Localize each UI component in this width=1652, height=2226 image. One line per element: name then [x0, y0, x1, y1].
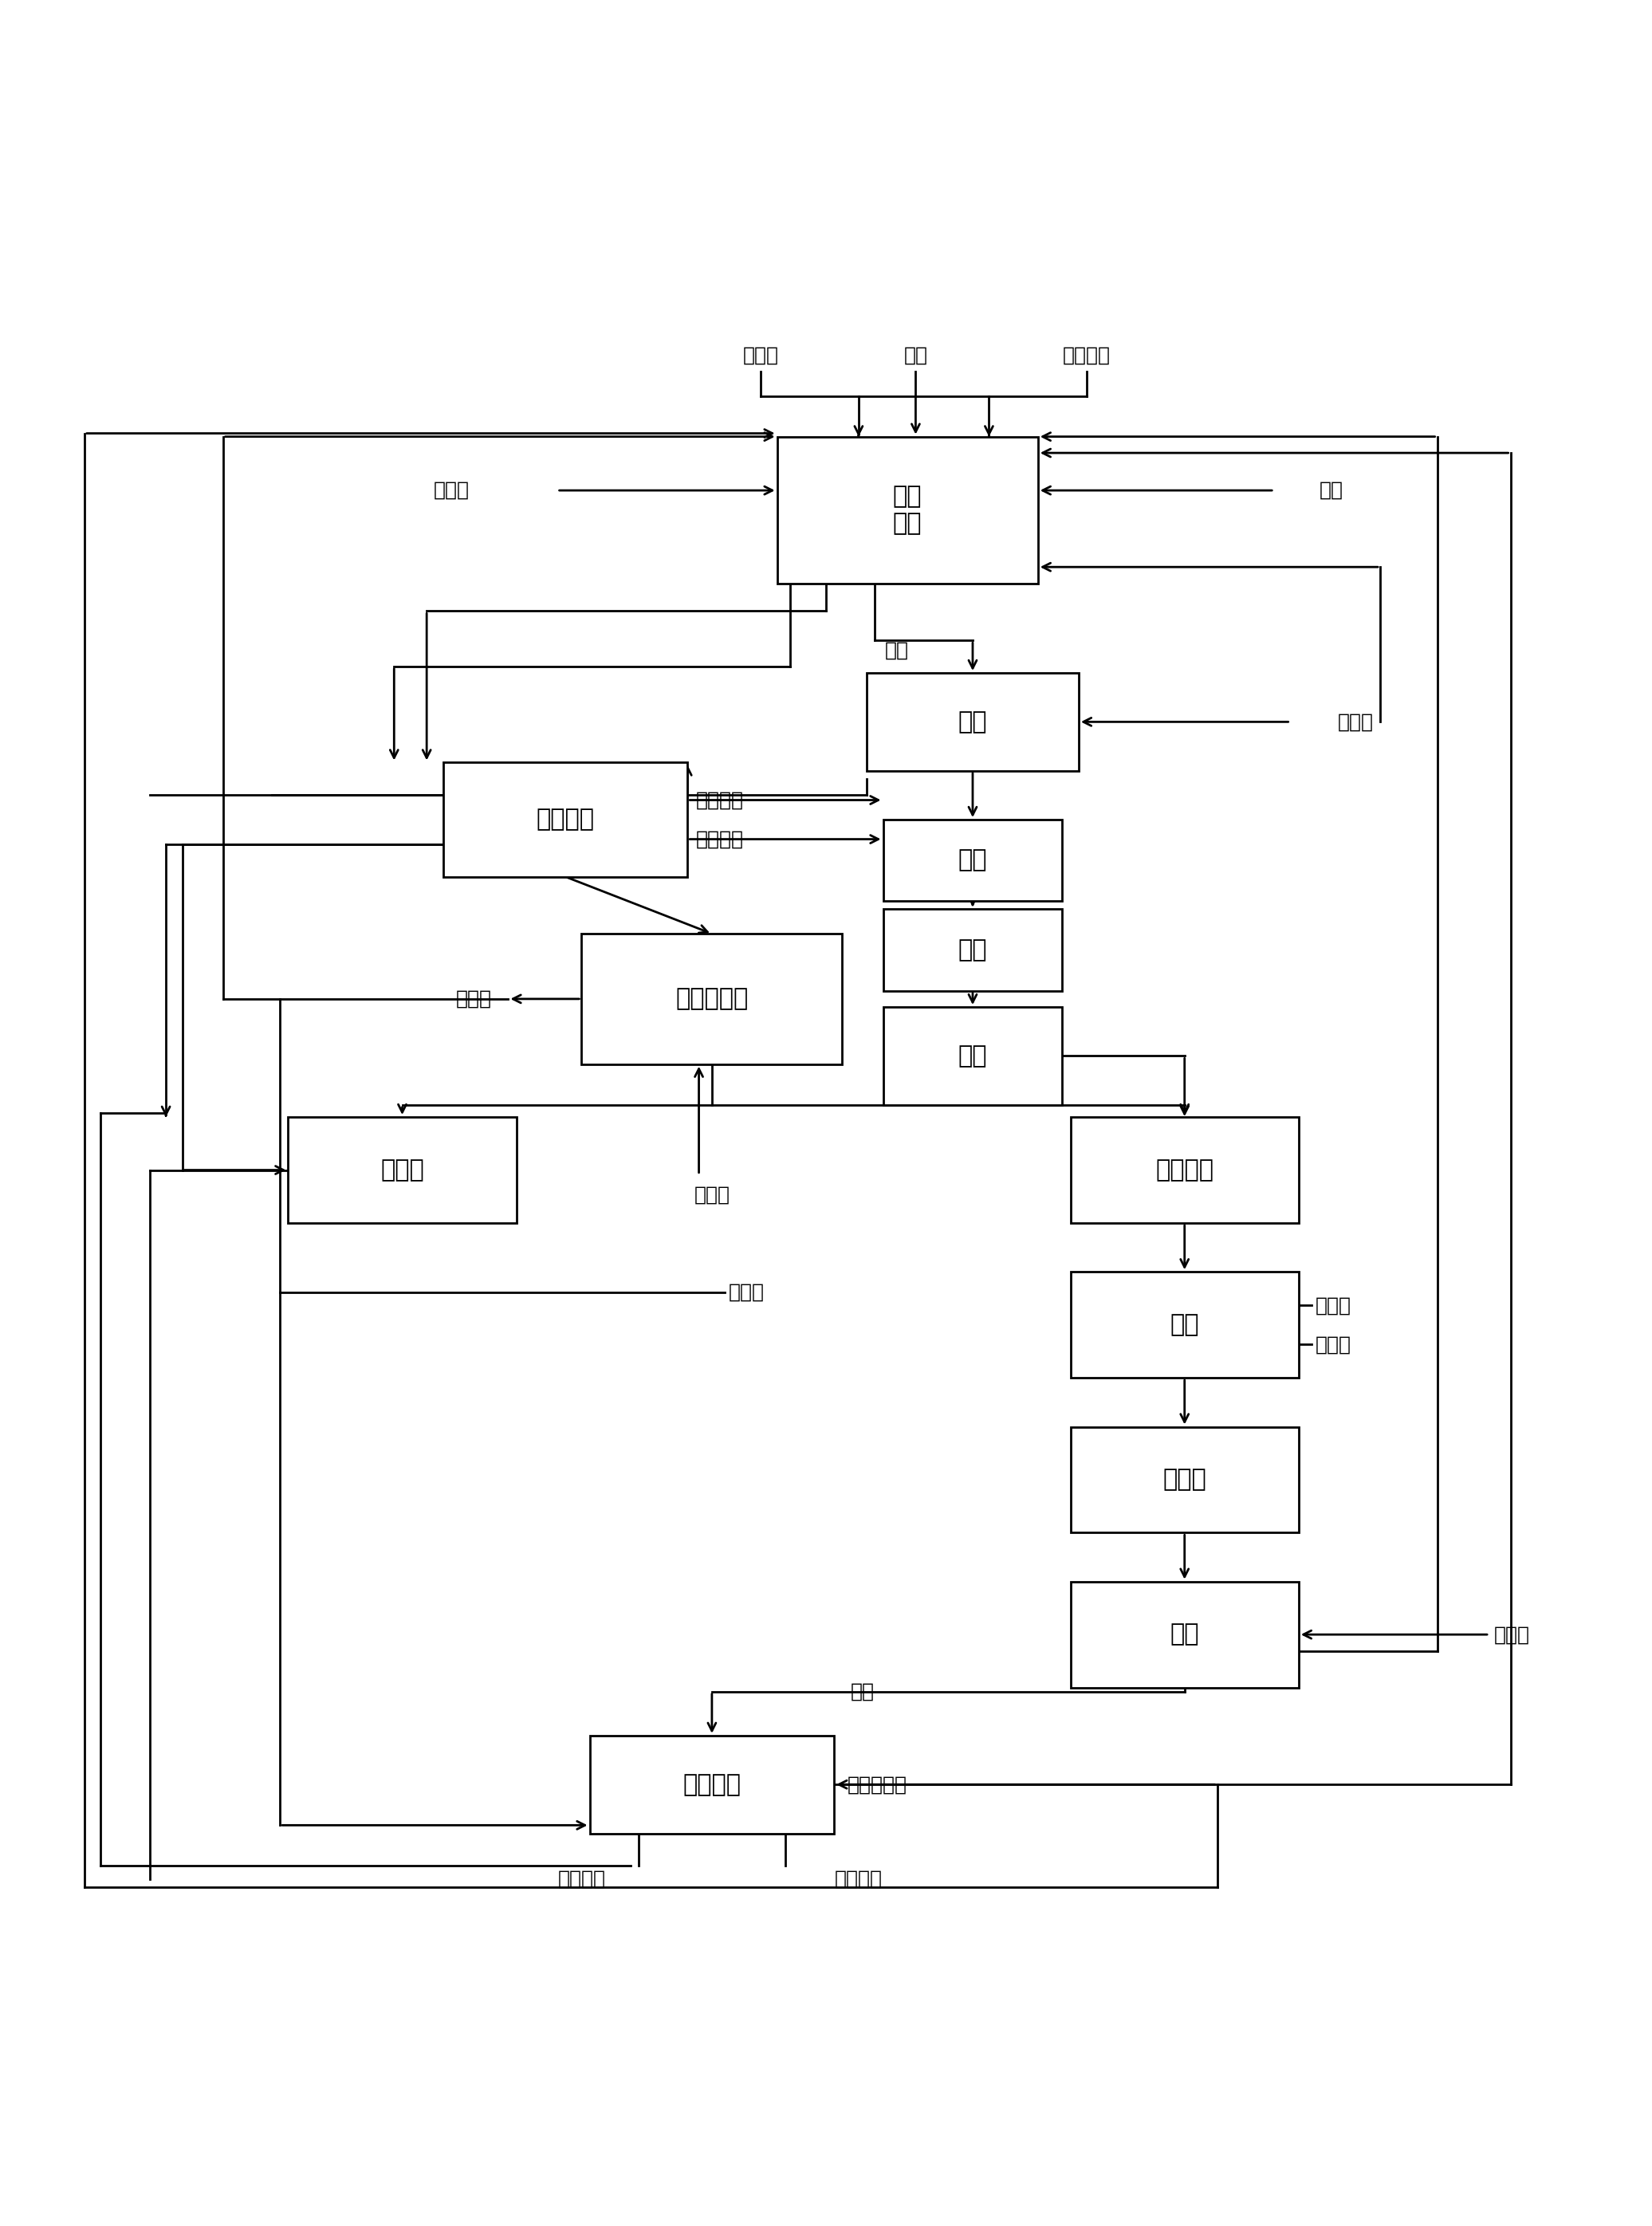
Text: 滤液: 滤液	[885, 641, 909, 659]
Text: 电解锰: 电解锰	[1315, 1296, 1351, 1316]
Bar	[867, 672, 1079, 770]
Bar	[287, 1117, 517, 1222]
Bar	[1070, 1117, 1298, 1222]
Text: 静置: 静置	[958, 939, 988, 962]
Text: 中和水: 中和水	[456, 988, 492, 1008]
Text: 石灰石: 石灰石	[433, 481, 469, 501]
Bar	[776, 436, 1037, 583]
Text: 阳极液: 阳极液	[1163, 1469, 1206, 1491]
Bar	[1070, 1427, 1298, 1534]
Text: 过滤: 过滤	[958, 848, 988, 873]
Bar	[590, 1736, 834, 1834]
Text: 阳极泥: 阳极泥	[1315, 1336, 1351, 1353]
Text: 浸出
除铁: 浸出 除铁	[894, 485, 922, 534]
Text: 锰中和处理: 锰中和处理	[676, 988, 748, 1011]
Text: 石膏产品: 石膏产品	[834, 1870, 882, 1888]
Text: 合格滤液: 合格滤液	[1155, 1158, 1214, 1182]
Text: 中和: 中和	[1170, 1623, 1199, 1645]
Text: 渣水: 渣水	[851, 1683, 874, 1701]
Text: 过滤洗涤: 过滤洗涤	[537, 808, 595, 830]
Text: 石膏洗水: 石膏洗水	[558, 1870, 605, 1888]
Text: 锰矿: 锰矿	[904, 345, 928, 365]
Text: 渣堆放: 渣堆放	[380, 1158, 425, 1182]
Text: 过滤洗涤: 过滤洗涤	[682, 1772, 742, 1796]
Text: 一次洗水: 一次洗水	[695, 790, 743, 810]
Text: 二次洗水: 二次洗水	[695, 830, 743, 848]
Text: 石灰渣: 石灰渣	[729, 1282, 765, 1302]
Bar	[1070, 1271, 1298, 1378]
Bar	[884, 819, 1062, 902]
Text: 硫铁矿: 硫铁矿	[743, 345, 778, 365]
Bar	[884, 1006, 1062, 1104]
Text: 石灰石: 石灰石	[1495, 1625, 1530, 1645]
Text: 氨水: 氨水	[1320, 481, 1343, 501]
Text: 净化: 净化	[958, 710, 988, 732]
Bar	[884, 908, 1062, 991]
Text: 中和阳极液: 中和阳极液	[847, 1774, 907, 1794]
Text: 生石灰: 生石灰	[694, 1184, 730, 1204]
Text: 钛白废酸: 钛白废酸	[1062, 345, 1110, 365]
Bar	[1070, 1580, 1298, 1687]
Text: 精滤: 精滤	[958, 1044, 988, 1068]
Bar	[443, 764, 687, 877]
Bar	[582, 933, 843, 1064]
Text: 电解: 电解	[1170, 1313, 1199, 1336]
Text: 福美钠: 福美钠	[1338, 712, 1374, 732]
